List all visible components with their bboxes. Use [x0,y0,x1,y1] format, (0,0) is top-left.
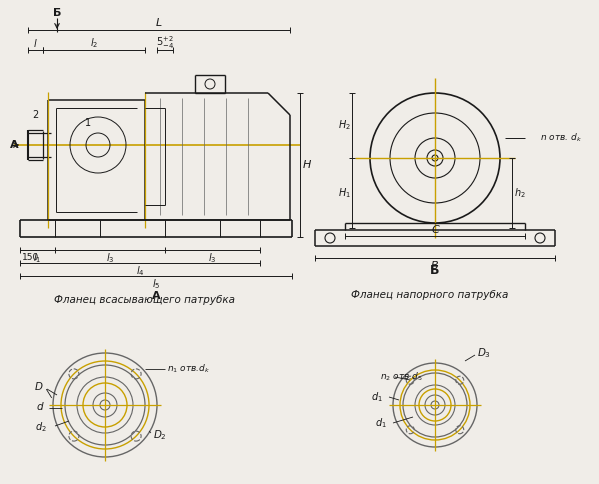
Text: $D_3$: $D_3$ [477,346,491,360]
Text: $h_2$: $h_2$ [514,186,526,200]
Text: D: D [35,382,43,392]
Text: Фланец всасывающего патрубка: Фланец всасывающего патрубка [55,295,235,305]
Text: 1: 1 [85,118,91,128]
Text: $l_5$: $l_5$ [152,277,160,291]
Text: $l$: $l$ [33,37,38,49]
Text: n отв. $d_k$: n отв. $d_k$ [540,132,582,144]
Text: $l_1$: $l_1$ [34,251,42,265]
Text: $d_1$: $d_1$ [371,390,383,404]
Text: $n_1$ отв.$d_k$: $n_1$ отв.$d_k$ [167,363,210,375]
Text: $l_4$: $l_4$ [135,264,144,278]
Text: $l_2$: $l_2$ [90,36,98,50]
Text: 150: 150 [22,254,40,262]
Text: C: C [431,225,439,235]
Text: $l_3$: $l_3$ [208,251,217,265]
Text: B: B [431,261,439,271]
Text: A: A [10,140,19,150]
Text: Б: Б [53,8,61,18]
Text: 2: 2 [32,110,38,120]
Text: $D_2$: $D_2$ [153,428,167,442]
Text: Б: Б [430,264,440,277]
Text: Фланец напорного патрубка: Фланец напорного патрубка [351,290,509,300]
Text: $d_1$: $d_1$ [375,416,387,430]
Text: A: A [152,291,161,301]
Text: $n_2$ отв.$d_5$: $n_2$ отв.$d_5$ [380,371,423,383]
Text: d: d [37,402,43,412]
Text: H: H [303,160,311,170]
Text: $H_1$: $H_1$ [337,186,350,200]
Text: $5^{+2}_{-4}$: $5^{+2}_{-4}$ [156,34,174,51]
Text: $H_2$: $H_2$ [338,119,350,133]
Text: $d_2$: $d_2$ [35,420,47,434]
Text: L: L [156,18,162,28]
Text: $l_3$: $l_3$ [106,251,114,265]
